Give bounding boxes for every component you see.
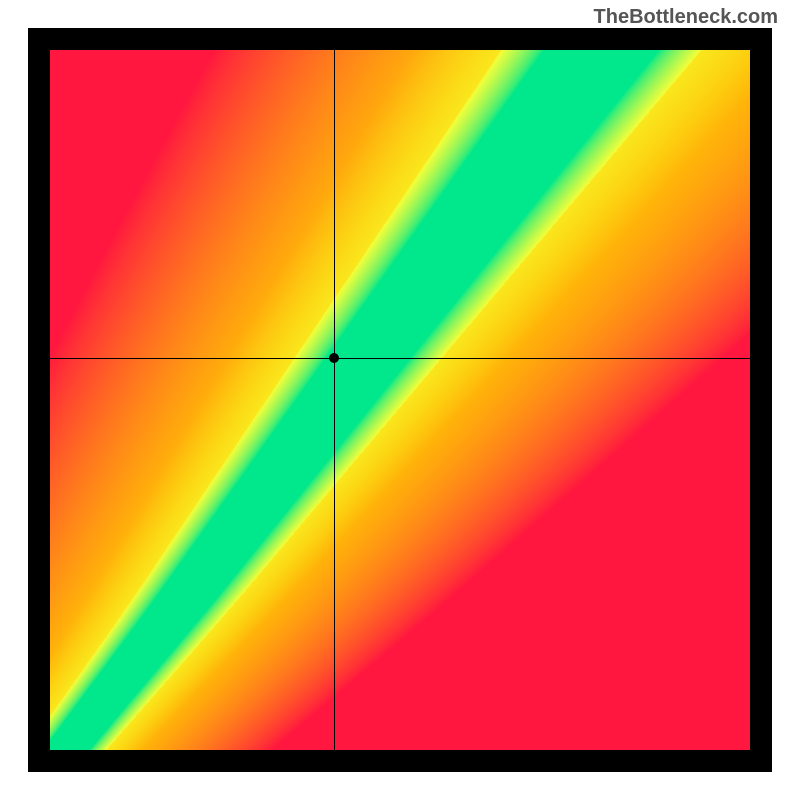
- figure-container: TheBottleneck.com: [0, 0, 800, 800]
- plot-frame: [28, 28, 772, 772]
- selection-marker: [329, 353, 339, 363]
- crosshair-vertical: [334, 50, 335, 750]
- crosshair-horizontal: [50, 358, 750, 359]
- plot-area: [50, 50, 750, 750]
- watermark-text: TheBottleneck.com: [594, 6, 778, 29]
- bottleneck-heatmap: [50, 50, 750, 750]
